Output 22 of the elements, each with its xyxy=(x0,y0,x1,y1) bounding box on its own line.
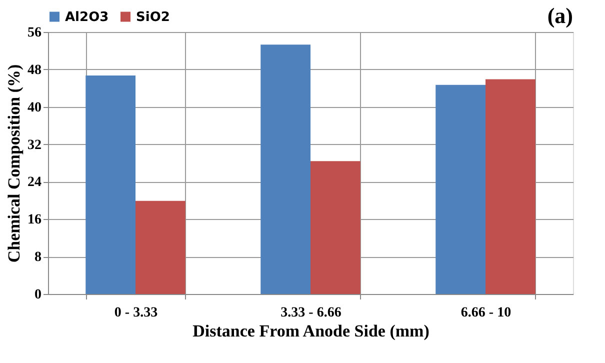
y-tick-label: 56 xyxy=(28,26,42,40)
bar xyxy=(260,44,310,294)
x-axis-title: Distance From Anode Side (mm) xyxy=(192,322,430,340)
bar xyxy=(486,79,536,294)
legend-label: Al2O3 xyxy=(65,10,109,25)
x-tick-label: 3.33 - 6.66 xyxy=(280,306,342,320)
bar xyxy=(310,161,360,294)
bar xyxy=(436,84,486,294)
y-axis-title: Chemical Composition (%) xyxy=(4,64,24,263)
legend-label: SiO2 xyxy=(136,10,170,25)
x-tick-label: 6.66 - 10 xyxy=(460,306,512,320)
y-tick-label: 8 xyxy=(34,250,42,266)
y-tick-label: 48 xyxy=(28,62,42,78)
x-tick-label: 0 - 3.33 xyxy=(114,306,158,320)
y-tick-label: 32 xyxy=(28,138,42,153)
y-tick-label: 24 xyxy=(28,175,42,190)
bar xyxy=(136,200,186,294)
y-tick-label: 40 xyxy=(28,100,42,116)
text: (a) xyxy=(547,3,573,28)
bar xyxy=(86,76,136,294)
y-tick-label: 0 xyxy=(34,288,42,302)
y-tick-label: 16 xyxy=(28,212,42,228)
